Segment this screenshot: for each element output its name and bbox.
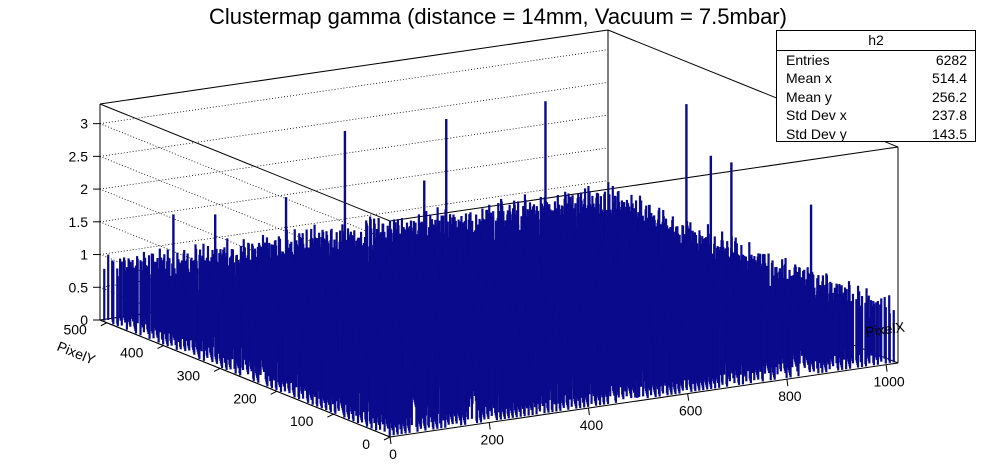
z-grid-left bbox=[99, 155, 391, 274]
z-grid-left bbox=[99, 123, 391, 242]
chart-title: Clustermap gamma (distance = 14mm, Vacuu… bbox=[209, 4, 787, 29]
left-wall-top-edge bbox=[99, 103, 391, 222]
z-grid-back bbox=[99, 114, 609, 190]
back-wall-top-edge bbox=[99, 29, 609, 105]
z-grid-back bbox=[99, 49, 609, 125]
histogram-bars bbox=[103, 101, 895, 436]
z-grid-back bbox=[99, 81, 609, 157]
top-edge-front bbox=[389, 146, 899, 222]
